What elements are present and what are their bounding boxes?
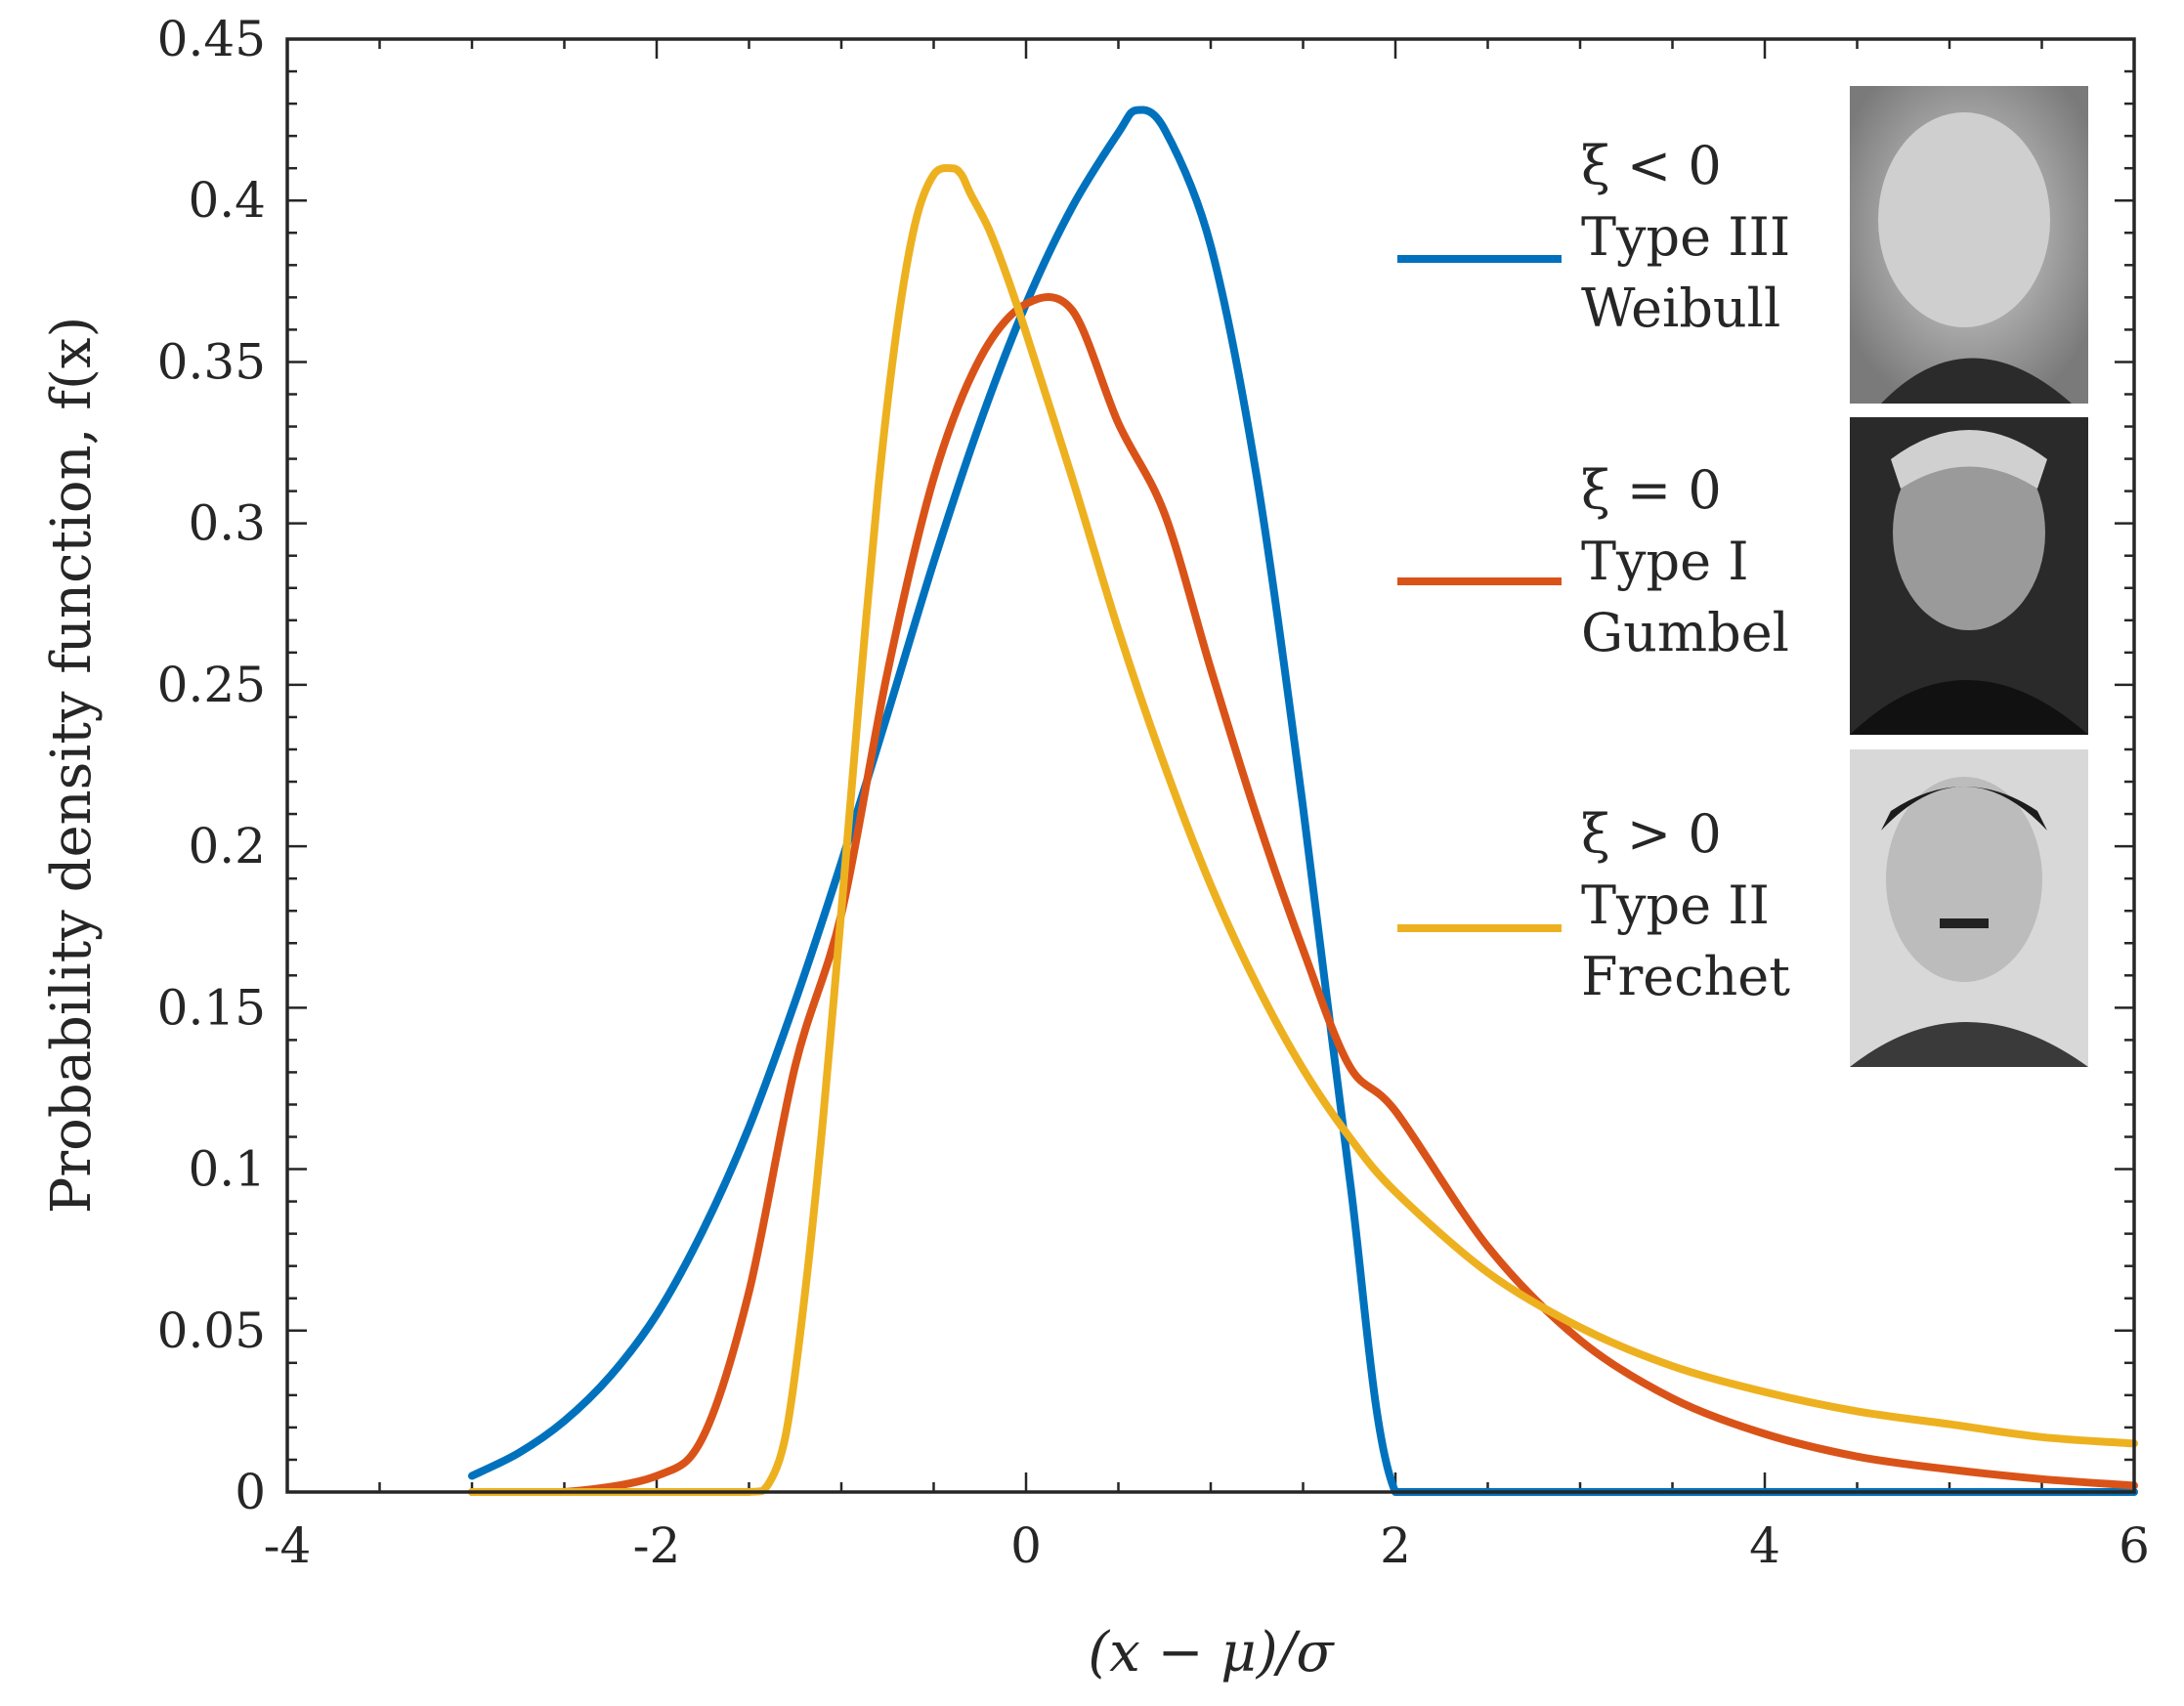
y-tick-label: 0.4 bbox=[188, 172, 266, 229]
x-tick-label: -4 bbox=[264, 1517, 312, 1574]
y-tick-label: 0.2 bbox=[188, 818, 266, 874]
legend-text: Type I bbox=[1581, 531, 1749, 592]
x-tick-label: -2 bbox=[633, 1517, 681, 1574]
series-line-3 bbox=[468, 163, 2138, 1497]
x-axis-label: (x − μ)/σ bbox=[1088, 1621, 1335, 1685]
legend-text: ξ < 0 bbox=[1581, 135, 1722, 196]
legend-text: Frechet bbox=[1581, 946, 1790, 1007]
tick-labels: -4 -2 0 2 4 6 0 0.05 0.1 0.15 0.2 0.25 0.3 0.35 0.4 0.4… bbox=[157, 11, 2150, 1574]
y-tick-label: 0.15 bbox=[157, 979, 266, 1036]
series-line-2 bbox=[468, 292, 2138, 1497]
legend-text: ξ > 0 bbox=[1581, 803, 1722, 865]
x-tick-label: 2 bbox=[1380, 1517, 1411, 1574]
x-tick-label: 0 bbox=[1010, 1517, 1042, 1574]
x-tick-label: 4 bbox=[1749, 1517, 1780, 1574]
x-tick-label: 6 bbox=[2119, 1517, 2150, 1574]
portrait-gumbel bbox=[1850, 417, 2088, 735]
legend-text: Gumbel bbox=[1581, 602, 1789, 663]
portrait-weibull bbox=[1850, 86, 2088, 404]
legend-text: Type III bbox=[1581, 206, 1790, 268]
y-tick-label: 0.05 bbox=[157, 1302, 266, 1359]
y-tick-label: 0.25 bbox=[157, 657, 266, 713]
legend-text: Type II bbox=[1581, 874, 1770, 936]
plot-area bbox=[287, 39, 2134, 1492]
portrait-frechet bbox=[1850, 749, 2088, 1067]
y-tick-label: 0.3 bbox=[188, 495, 266, 552]
legend-text: ξ = 0 bbox=[1581, 459, 1722, 521]
axes-box bbox=[285, 37, 2136, 1494]
y-tick-label: 0.1 bbox=[188, 1141, 266, 1198]
y-axis-label: Probability density function, f(x) bbox=[40, 317, 104, 1215]
y-tick-label: 0.45 bbox=[157, 11, 266, 67]
y-tick-label: 0.35 bbox=[157, 333, 266, 390]
y-tick-label: 0 bbox=[235, 1464, 266, 1520]
legend: ξ < 0 Type III Weibull ξ = 0 Type I Gumbel ξ >… bbox=[1397, 135, 1790, 1007]
legend-text: Weibull bbox=[1581, 277, 1780, 339]
